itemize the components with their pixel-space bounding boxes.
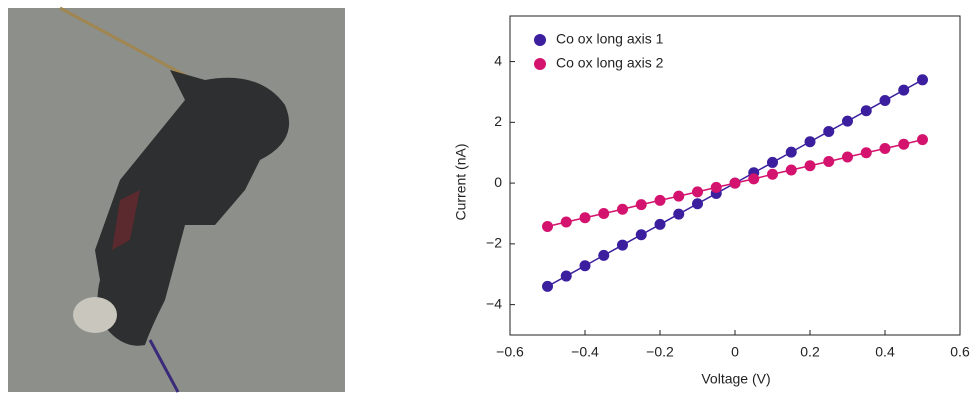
point: [579, 260, 591, 272]
x-tick-label: 0.2: [800, 344, 820, 360]
point: [823, 156, 835, 168]
point: [748, 173, 760, 185]
y-axis-label: Current (nA): [453, 143, 469, 220]
point: [617, 239, 628, 251]
x-tick-label: −0.4: [571, 344, 599, 360]
point: [823, 125, 835, 137]
x-axis-label: Voltage (V): [701, 371, 770, 387]
y-tick-label: 2: [494, 113, 502, 129]
point: [654, 218, 666, 230]
point: [673, 190, 685, 202]
point: [560, 216, 572, 228]
x-tick-label: 0.6: [950, 344, 970, 360]
y-tick-label: 4: [494, 52, 502, 68]
point: [842, 115, 853, 127]
point: [785, 164, 797, 176]
point: [898, 138, 910, 150]
point: [860, 147, 872, 159]
point: [542, 221, 553, 233]
point: [598, 249, 610, 261]
point: [598, 207, 610, 219]
point: [767, 168, 778, 180]
photo: [8, 6, 345, 393]
x-tick-label: 0: [731, 344, 739, 360]
point: [673, 208, 685, 220]
y-tick-label: −4: [486, 295, 502, 311]
point: [635, 199, 647, 211]
point: [710, 181, 722, 193]
point: [804, 136, 816, 148]
legend-marker: [534, 34, 546, 46]
x-tick-label: −0.6: [496, 344, 524, 360]
point: [860, 105, 872, 117]
point: [635, 229, 647, 241]
point: [692, 186, 703, 198]
legend-label: Co ox long axis 2: [556, 55, 664, 71]
point: [917, 74, 928, 86]
y-tick-label: −2: [486, 235, 502, 251]
point: [804, 160, 816, 172]
point: [542, 280, 553, 292]
point: [560, 270, 572, 282]
legend-label: Co ox long axis 1: [556, 31, 664, 47]
x-tick-label: 0.4: [875, 344, 895, 360]
point: [879, 94, 891, 106]
point: [729, 177, 741, 189]
x-tick-label: −0.2: [646, 344, 674, 360]
point: [654, 194, 666, 206]
point: [579, 212, 591, 224]
legend-marker: [534, 58, 546, 70]
point: [767, 156, 778, 168]
point: [617, 203, 628, 215]
point: [898, 84, 910, 96]
point: [917, 134, 928, 146]
point: [692, 198, 703, 210]
y-tick-label: 0: [494, 174, 502, 190]
point: [785, 146, 797, 158]
point: [842, 151, 853, 163]
point: [879, 142, 891, 154]
